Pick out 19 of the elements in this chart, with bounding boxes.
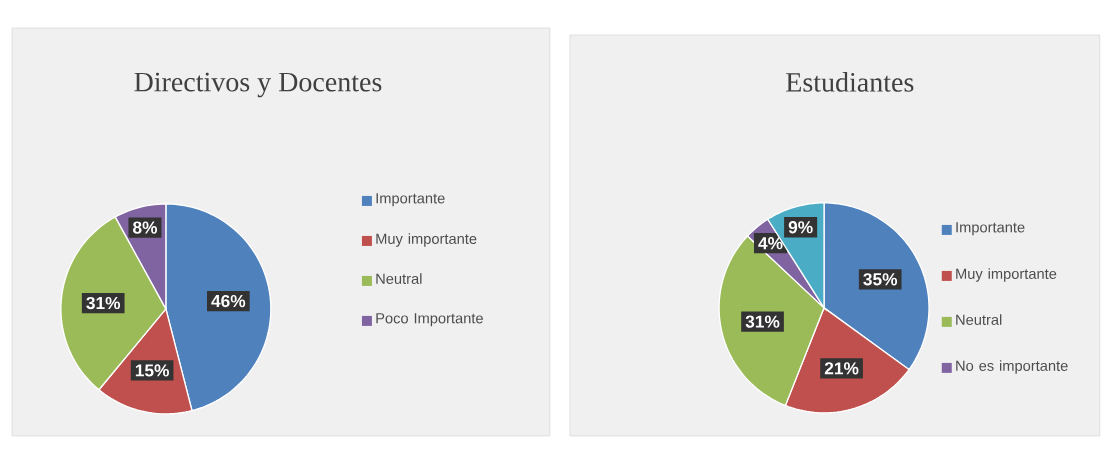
legend-label: Neutral [956,314,1002,326]
legend-label: Importante [376,193,445,207]
data-label: 8% [133,221,158,234]
legend-label: Poco Importante [376,313,483,327]
legend-label: Neutral [376,273,422,285]
data-label: 31% [745,315,780,328]
legend-label: No es importante [956,360,1068,374]
data-label: 31% [86,296,121,310]
data-label: 21% [824,362,859,375]
data-label: 35% [863,273,898,286]
data-label: 4% [758,237,783,250]
data-label: 46% [211,294,246,308]
data-label: 15% [135,364,169,377]
chart-title: Directivos y Docentes [134,72,382,98]
data-label: 9% [788,221,813,234]
legend-label: Muy importante [376,233,477,247]
legend-label: Muy importante [956,268,1057,282]
legend-label: Importante [956,222,1025,236]
chart-title: Estudiantes [786,72,914,92]
